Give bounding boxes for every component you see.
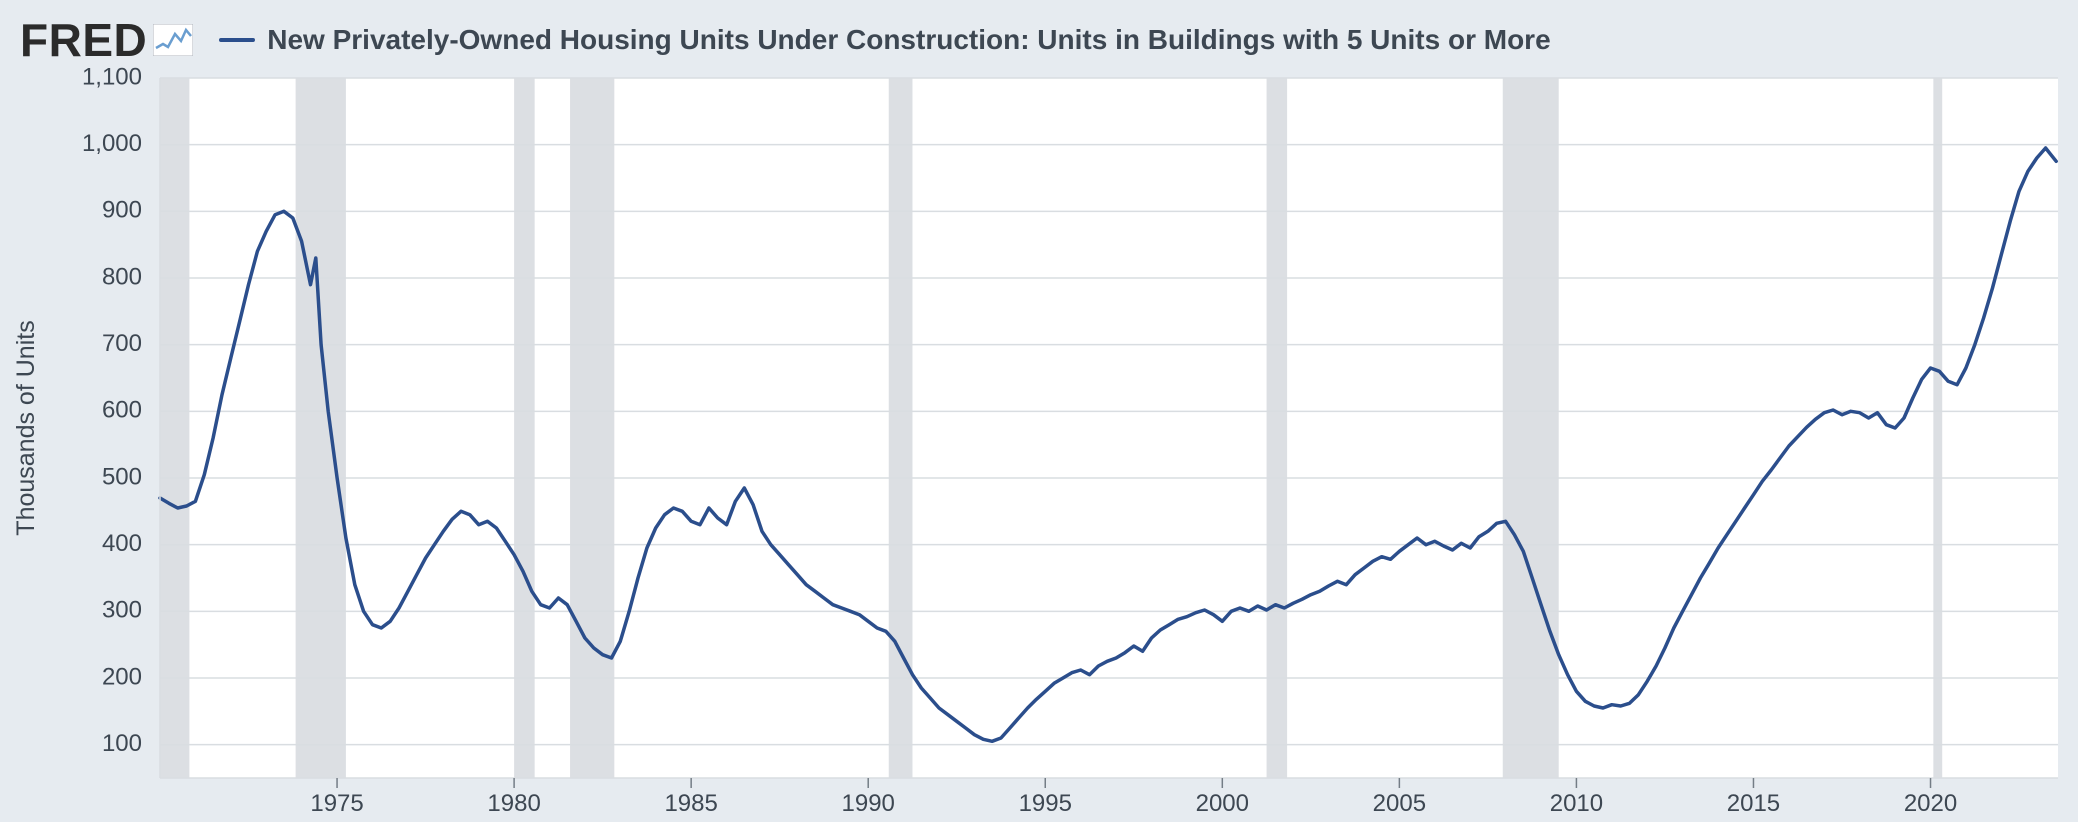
x-tick-label: 2010 — [1550, 790, 1603, 817]
recession-band — [1933, 78, 1942, 778]
y-tick-label: 600 — [102, 397, 142, 424]
plot-bg — [160, 78, 2058, 778]
y-tick-label: 400 — [102, 530, 142, 557]
y-tick-label: 200 — [102, 663, 142, 690]
x-tick-label: 1985 — [664, 790, 717, 817]
x-tick-label: 1980 — [487, 790, 540, 817]
x-tick-label: 2005 — [1373, 790, 1426, 817]
x-tick-label: 2000 — [1196, 790, 1249, 817]
recession-band — [1503, 78, 1559, 778]
x-tick-label: 1990 — [842, 790, 895, 817]
y-tick-label: 500 — [102, 463, 142, 490]
x-tick-label: 2020 — [1904, 790, 1957, 817]
y-tick-label: 700 — [102, 330, 142, 357]
y-axis-title: Thousands of Units — [12, 320, 40, 535]
x-tick-label: 1975 — [310, 790, 363, 817]
recession-band — [570, 78, 614, 778]
x-tick-label: 1995 — [1019, 790, 1072, 817]
y-tick-label: 1,000 — [82, 130, 142, 157]
recession-band — [296, 78, 346, 778]
y-tick-label: 900 — [102, 197, 142, 224]
x-tick-label: 2015 — [1727, 790, 1780, 817]
y-tick-label: 100 — [102, 730, 142, 757]
y-tick-label: 1,100 — [82, 63, 142, 90]
chart-svg: 100 200 300 400 500 600 700 800 900 1,000 1,100 Tho… — [0, 0, 2078, 822]
recession-band — [160, 78, 189, 778]
recession-band — [1267, 78, 1288, 778]
recession-band — [889, 78, 913, 778]
recession-band — [514, 78, 535, 778]
y-tick-label: 300 — [102, 597, 142, 624]
y-tick-label: 800 — [102, 263, 142, 290]
